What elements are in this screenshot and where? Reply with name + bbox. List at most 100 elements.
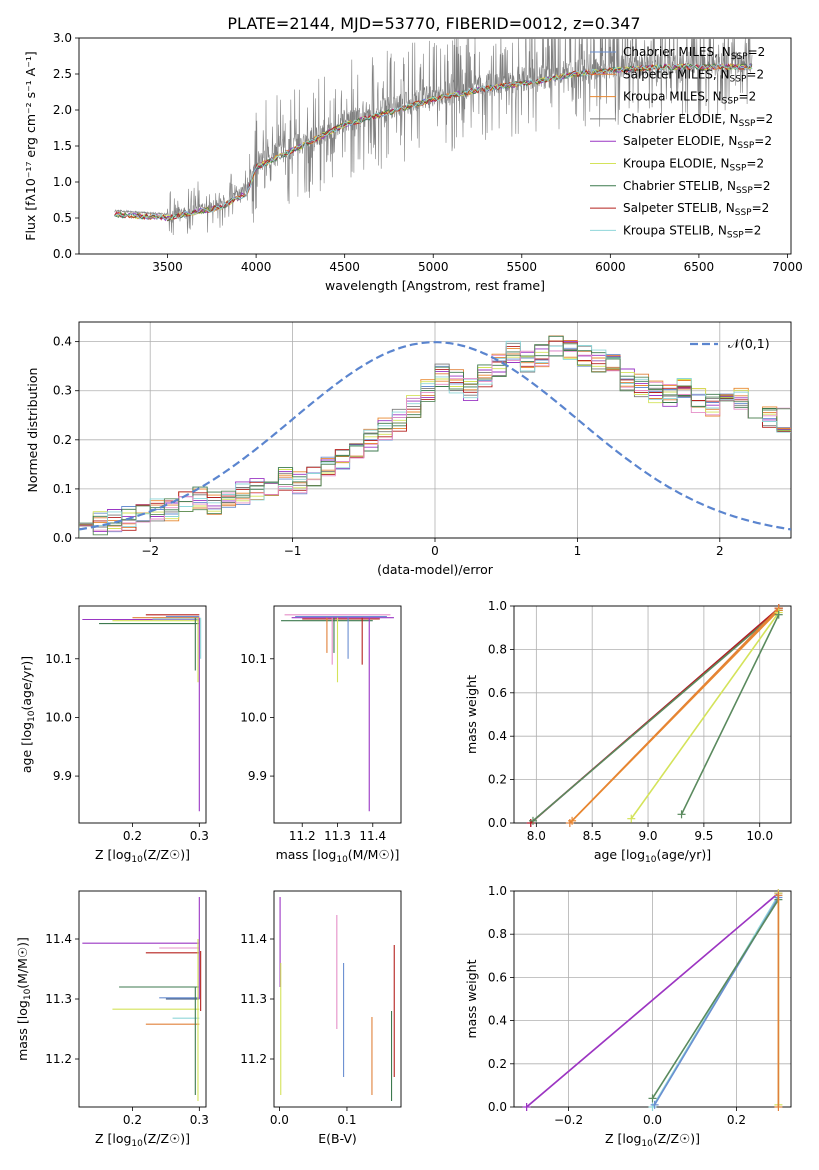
- weight-line-3: [532, 609, 780, 822]
- Z-age-axes: 0.2 0.3 9.9 10.0 10.1 Z [log10(Z/Z☉)] age [log…: [19, 605, 209, 865]
- Z-age-ytick-label: 9.9: [53, 769, 72, 783]
- Z-mass-ytick-label: 11.4: [45, 932, 72, 946]
- EBV-mass-plot: [279, 897, 395, 1101]
- Z-weight-xlabel: Z [log10(Z/Z☉)]: [605, 1131, 700, 1149]
- Z-age-ytick-label: 10.0: [45, 710, 72, 724]
- Z-mass-frame: [78, 890, 207, 1108]
- mass-age-xlabel: mass [log10(M/M☉)]: [276, 847, 400, 865]
- spectrum-xtick-label: 5000: [418, 260, 449, 274]
- spectrum-ytick-label: 3.0: [53, 31, 72, 45]
- EBV-mass-ytick-label: 11.2: [240, 1052, 267, 1066]
- Z-weight-ytick-label: 1.0: [488, 884, 507, 898]
- age-weight-xtick-label: 8.0: [527, 829, 546, 843]
- Z-mass-ytick-label: 11.2: [45, 1052, 72, 1066]
- spectrum-xtick-label: 5500: [507, 260, 538, 274]
- weight-line-5: [651, 899, 780, 1099]
- spectrum-axes: 3500 4000 4500 5000 5500 6000 6500 7000 0.0 0.5 1.…: [23, 31, 803, 293]
- Z-weight-xtick-label: 0.2: [727, 1113, 746, 1127]
- histogram-legend: 𝒩(0,1): [690, 336, 770, 351]
- residuals-ytick-label: 0.4: [53, 335, 72, 349]
- residuals-xtick-label: −1: [284, 544, 302, 558]
- age-weight-xtick-label: 9.5: [694, 829, 713, 843]
- EBV-mass-ytick-label: 11.3: [240, 992, 267, 1006]
- Z-age-frame: [78, 605, 207, 824]
- Z-weight-plot: [522, 889, 783, 1111]
- age-weight-frame: [513, 605, 792, 824]
- age-weight-axes: 8.0 8.5 9.0 9.5 10.0 0.0 0.2 0.4 0.6 0.8 1.0 age [l…: [464, 599, 792, 865]
- spectrum-xtick-label: 6500: [684, 260, 715, 274]
- mass-age-xtick-label: 11.4: [359, 829, 386, 843]
- legend-entry: Chabrier MILES, NSSP=2: [623, 45, 765, 62]
- Z-weight-xtick-label: −0.2: [554, 1113, 583, 1127]
- Z-mass-ylabel: mass [log10(M/M☉)]: [15, 937, 33, 1061]
- Z-weight-axes: −0.2 0.0 0.2 0.0 0.2 0.4 0.6 0.8 1.0 Z [log10(Z/Z…: [464, 884, 792, 1149]
- spectrum-ytick-label: 1.0: [53, 175, 72, 189]
- legend-entry: Kroupa ELODIE, NSSP=2: [623, 157, 764, 174]
- Z-mass-xtick-label: 0.2: [123, 1113, 142, 1127]
- Z-age-xlabel: Z [log10(Z/Z☉)]: [95, 847, 190, 865]
- residuals-xtick-label: −2: [141, 544, 159, 558]
- EBV-mass-xtick-label: 0.0: [270, 1113, 289, 1127]
- mass-age-frame: [273, 605, 402, 824]
- residuals-xlabel: (data-model)/error: [377, 562, 494, 577]
- model-spectrum-9: [114, 63, 753, 221]
- Z-mass-xlabel: Z [log10(Z/Z☉)]: [95, 1131, 190, 1149]
- residuals-xtick-label: 2: [716, 544, 724, 558]
- Z-weight-ytick-label: 0.4: [488, 1014, 507, 1028]
- age-weight-ylabel: mass weight: [464, 675, 479, 754]
- spectrum-frame: [78, 37, 792, 255]
- age-weight-xtick-label: 9.0: [638, 829, 657, 843]
- EBV-mass-ytick-label: 11.4: [240, 932, 267, 946]
- legend-entry: Chabrier STELIB, NSSP=2: [623, 179, 771, 196]
- residuals-xtick-label: 1: [574, 544, 582, 558]
- legend-entry: Salpeter STELIB, NSSP=2: [623, 201, 769, 218]
- weight-line-6: [630, 612, 780, 820]
- Z-mass-axes: 0.2 0.3 11.2 11.3 11.4 Z [log10(Z/Z☉)] mass [l…: [15, 890, 209, 1149]
- legend-entry: 𝒩(0,1): [728, 336, 770, 351]
- EBV-mass-xtick-label: 0.1: [337, 1113, 356, 1127]
- residual-histogram-11: [79, 343, 791, 538]
- spectrum-xtick-label: 4000: [241, 260, 272, 274]
- Z-weight-ylabel: mass weight: [464, 959, 479, 1038]
- observed-spectrum-line: [114, 38, 753, 236]
- age-weight-plot: [526, 604, 783, 827]
- age-weight-xtick-label: 10.0: [746, 829, 773, 843]
- Z-weight-ytick-label: 0.2: [488, 1057, 507, 1071]
- EBV-mass-xlabel: E(B-V): [318, 1131, 357, 1146]
- mass-age-ytick-label: 9.9: [248, 769, 267, 783]
- residuals-axes: −2 −1 0 1 2 0.0 0.1 0.2 0.3 0.4 (data-model)/error…: [25, 321, 792, 577]
- spectrum-xtick-label: 4500: [329, 260, 360, 274]
- Z-mass-plot: [82, 897, 202, 1101]
- residuals-ytick-label: 0.2: [53, 433, 72, 447]
- residuals-ytick-label: 0.0: [53, 531, 72, 545]
- residuals-ylabel: Normed distribution: [25, 368, 40, 493]
- Z-age-xtick-label: 0.3: [190, 829, 209, 843]
- Z-weight-ytick-label: 0.0: [488, 1100, 507, 1114]
- spectrum-ylabel: Flux [fλ10⁻¹⁷ erg cm⁻² s⁻¹ A⁻¹]: [23, 51, 38, 240]
- model-spectrum-8: [114, 63, 753, 221]
- mass-age-xtick-label: 11.3: [324, 829, 351, 843]
- Z-mass-xtick-label: 0.3: [190, 1113, 209, 1127]
- EBV-mass-frame: [273, 890, 402, 1108]
- spectrum-xlabel: wavelength [Angstrom, rest frame]: [325, 278, 545, 293]
- legend-entry: Chabrier ELODIE, NSSP=2: [623, 112, 773, 129]
- legend-entry: Kroupa STELIB, NSSP=2: [623, 223, 761, 240]
- Z-weight-ytick-label: 0.8: [488, 927, 507, 941]
- spectrum-ytick-label: 2.5: [53, 67, 72, 81]
- spectrum-legend: Chabrier MILES, NSSP=2 Salpeter MILES, NS…: [590, 45, 773, 240]
- spectrum-xtick-label: 6000: [595, 260, 626, 274]
- age-weight-ytick-label: 0.6: [488, 686, 507, 700]
- Z-weight-xtick-label: 0.0: [643, 1113, 662, 1127]
- figure-title: PLATE=2144, MJD=53770, FIBERID=0012, z=0…: [227, 14, 640, 33]
- age-weight-ytick-label: 0.8: [488, 642, 507, 656]
- spectrum-ytick-label: 1.5: [53, 139, 72, 153]
- Z-weight-ytick-label: 0.6: [488, 970, 507, 984]
- Z-age-xtick-label: 0.2: [123, 829, 142, 843]
- residuals-xtick-label: 0: [431, 544, 439, 558]
- age-weight-ytick-label: 0.2: [488, 773, 507, 787]
- spectrum-xtick-label: 7000: [772, 260, 803, 274]
- mass-age-ytick-label: 10.1: [240, 652, 267, 666]
- age-weight-ytick-label: 1.0: [488, 599, 507, 613]
- Z-age-plot: [82, 614, 202, 812]
- age-weight-xlabel: age [log10(age/yr)]: [594, 847, 711, 865]
